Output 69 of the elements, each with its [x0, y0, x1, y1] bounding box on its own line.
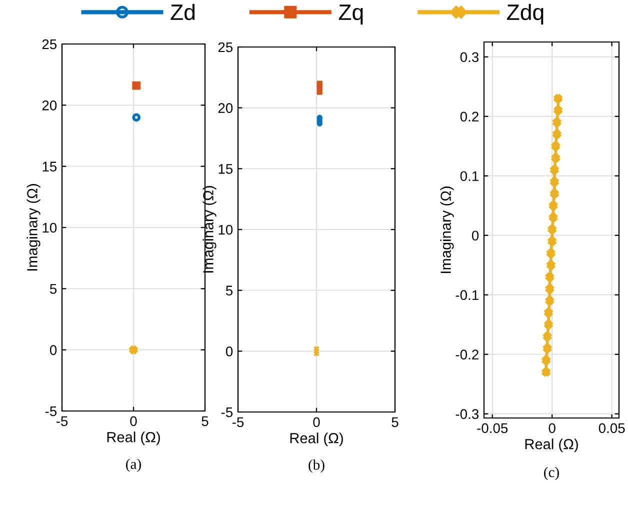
- y-tick-label: 0: [226, 346, 233, 356]
- text: (a): [126, 458, 141, 472]
- point: [542, 368, 550, 376]
- y-axis-title: Imaginary (Ω): [440, 186, 454, 273]
- x-tick-label: 0: [313, 417, 320, 428]
- y-tick-label: 15: [218, 164, 233, 174]
- y-tick-label: 15: [42, 162, 57, 172]
- y-tick-label: -5: [45, 406, 57, 416]
- y-tick-label: 5: [50, 284, 57, 294]
- point: [554, 106, 562, 115]
- x-tick-label: 0: [130, 416, 137, 426]
- point: [546, 272, 554, 282]
- point: [544, 320, 553, 329]
- x-axis-title: Real (Ω): [107, 432, 160, 446]
- y-tick-label: 0.1: [460, 171, 478, 182]
- point: [132, 81, 141, 90]
- y-tick-label: 0.2: [460, 112, 478, 122]
- y-tick-label: -0.2: [456, 350, 478, 360]
- point: [543, 344, 552, 353]
- point: [542, 356, 550, 364]
- point: [546, 296, 554, 305]
- y-tick-label: 5: [226, 286, 233, 296]
- legend-label: Zdq: [507, 4, 544, 25]
- point: [554, 94, 562, 103]
- point: [552, 154, 560, 162]
- y-tick-label: 0.3: [460, 52, 479, 62]
- y-tick-label: 20: [218, 103, 233, 114]
- point: [543, 332, 552, 341]
- legend-label: Zq: [338, 4, 363, 25]
- point: [552, 130, 562, 138]
- point: [544, 308, 553, 317]
- y-tick-label: 10: [218, 224, 233, 235]
- point: [548, 225, 556, 234]
- x-tick-label: 0.05: [598, 423, 625, 434]
- point: [546, 260, 556, 270]
- x-tick-label: -5: [56, 416, 68, 426]
- point: [549, 201, 558, 210]
- x-tick-label: -0.05: [477, 423, 508, 434]
- y-tick-label: 10: [42, 222, 57, 233]
- y-tick-label: -0.1: [456, 290, 478, 300]
- point: [550, 166, 559, 174]
- point: [546, 249, 556, 258]
- point: [548, 237, 556, 246]
- x-tick-label: 5: [202, 416, 208, 426]
- point: [546, 284, 554, 294]
- x-axis-title: Real (Ω): [525, 438, 578, 452]
- text: (b): [308, 459, 324, 473]
- point: [552, 142, 560, 150]
- point: [550, 178, 559, 186]
- x-tick-label: 5: [392, 417, 398, 428]
- legend-label: Zd: [170, 4, 195, 20]
- x-axis-title: Real (Ω): [290, 432, 343, 446]
- x-tick-label: -5: [232, 417, 244, 428]
- y-tick-label: 25: [42, 39, 57, 50]
- y-tick-label: 0: [472, 230, 479, 241]
- point: [552, 118, 562, 126]
- point: [550, 190, 559, 198]
- x-tick-label: 0: [548, 423, 556, 434]
- y-tick-label: -5: [221, 407, 233, 418]
- point: [314, 346, 320, 352]
- text: (c): [544, 466, 559, 480]
- y-tick-label: 20: [42, 100, 57, 110]
- point: [132, 113, 141, 122]
- y-tick-label: -0.3: [456, 409, 479, 420]
- y-tick-label: 25: [218, 42, 233, 52]
- point: [129, 346, 138, 354]
- y-tick-label: 0: [50, 345, 57, 356]
- y-axis-title: Imaginary (Ω): [26, 184, 40, 270]
- point: [549, 213, 558, 222]
